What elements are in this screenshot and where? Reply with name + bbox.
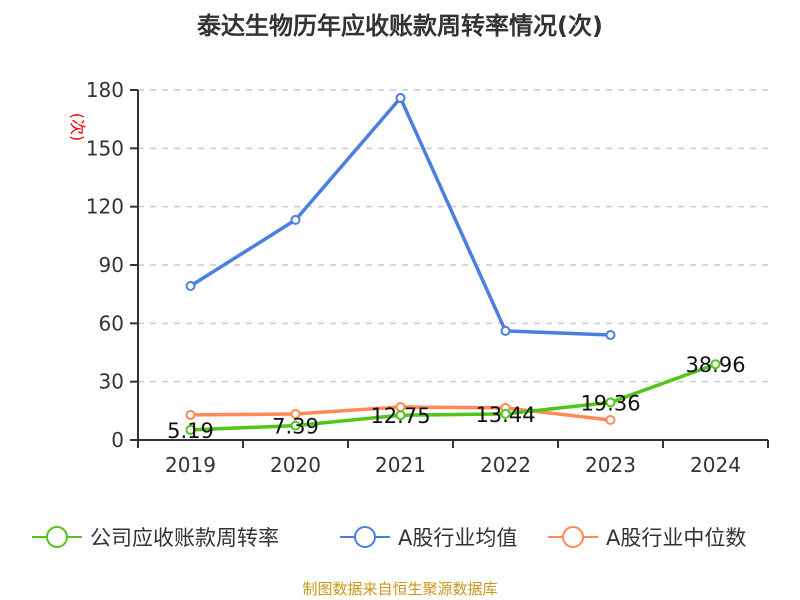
- data-point: [395, 92, 406, 103]
- data-point: [500, 408, 511, 419]
- data-point: [185, 409, 196, 420]
- y-tick-label: 60: [99, 311, 124, 335]
- legend-label: A股行业均值: [398, 526, 517, 550]
- legend-label: A股行业中位数: [606, 526, 746, 550]
- data-point: [290, 408, 301, 419]
- y-tick-label: 30: [99, 370, 124, 394]
- data-point: [395, 410, 406, 421]
- data-point: [185, 281, 196, 291]
- legend-marker-icon: [562, 526, 584, 548]
- x-tick-label: 2023: [585, 453, 636, 477]
- legend-label: 公司应收账款周转率: [90, 526, 279, 550]
- y-tick-label: 120: [86, 195, 124, 219]
- data-label: 38.96: [685, 353, 745, 377]
- data-label: 13.44: [475, 403, 535, 427]
- data-point: [605, 414, 616, 425]
- y-tick-label: 150: [86, 136, 124, 160]
- x-tick-label: 2021: [375, 453, 426, 477]
- data-label: 19.36: [580, 391, 640, 415]
- legend-marker-icon: [46, 526, 68, 548]
- source-note: 制图数据来自恒生聚源数据库: [302, 580, 498, 598]
- x-tick-label: 2022: [480, 453, 531, 477]
- y-tick-label: 0: [111, 428, 124, 452]
- series-line: [189, 94, 611, 337]
- data-point: [290, 214, 301, 225]
- data-point: [605, 397, 616, 408]
- y-tick-label: 90: [99, 253, 124, 277]
- x-tick-label: 2020: [270, 453, 321, 477]
- data-label: 12.75: [370, 404, 430, 428]
- data-label: 7.39: [272, 415, 319, 439]
- series-line: [190, 362, 717, 432]
- data-point: [500, 325, 511, 336]
- y-axis-label: (次): [68, 113, 87, 142]
- data-point: [185, 424, 196, 435]
- data-point: [290, 420, 301, 431]
- x-tick-label: 2024: [690, 453, 741, 477]
- data-point: [605, 330, 616, 340]
- legend-marker-icon: [354, 526, 376, 548]
- y-tick-label: 180: [86, 78, 124, 102]
- data-label: 5.19: [167, 419, 214, 443]
- chart-title: 泰达生物历年应收账款周转率情况(次): [197, 12, 603, 40]
- x-tick-label: 2019: [165, 453, 216, 477]
- data-point: [710, 359, 721, 370]
